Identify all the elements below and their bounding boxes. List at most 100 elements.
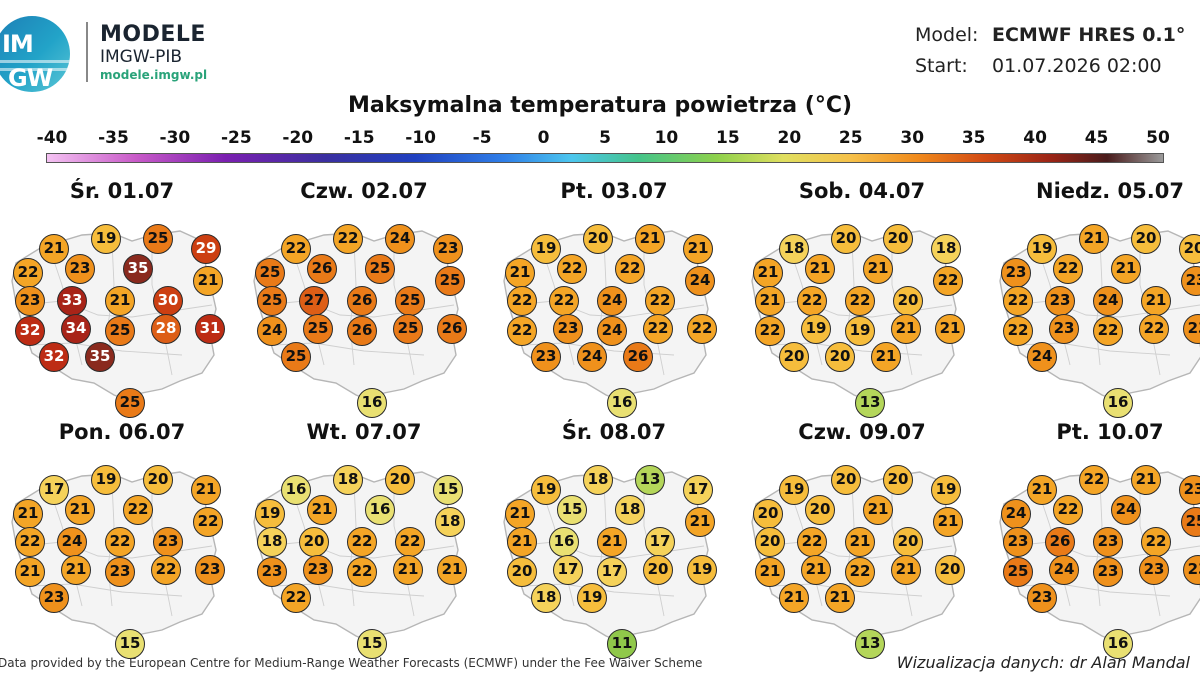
scale-tick-label: 50 [1146,128,1170,148]
temperature-marker: 20 [893,286,923,316]
temperature-marker: 22 [105,527,135,557]
temperature-marker: 23 [1045,286,1075,316]
temperature-marker: 26 [623,342,653,372]
temperature-marker: 13 [855,629,885,659]
temperature-marker: 11 [607,629,637,659]
day-title: Pt. 10.07 [1056,420,1164,444]
temperature-marker: 24 [1093,286,1123,316]
temperature-marker: 21 [15,557,45,587]
temperature-marker: 22 [755,316,785,346]
temperature-marker: 21 [685,507,715,537]
temperature-marker: 25 [395,286,425,316]
scale-tick-label: -20 [282,128,314,148]
temperature-marker: 17 [597,557,627,587]
temperature-marker: 19 [531,234,561,264]
temperature-marker: 24 [1049,555,1079,585]
temperature-marker: 20 [805,495,835,525]
day-panel: Pt. 10.072122212324222425232623222524232… [990,418,1200,659]
temperature-marker: 23 [15,286,45,316]
temperature-marker: 21 [507,527,537,557]
temperature-marker: 23 [153,527,183,557]
scale-tick-label: 45 [1084,128,1109,148]
temperature-marker: 23 [303,555,333,585]
temperature-marker: 25 [281,342,311,372]
start-label: Start: [915,55,968,77]
temperature-marker: 22 [1139,314,1169,344]
temperature-marker: 22 [1079,465,1109,495]
temperature-marker: 18 [257,527,287,557]
temperature-marker: 26 [347,286,377,316]
temperature-marker: 35 [85,342,115,372]
temperature-marker: 13 [855,388,885,418]
temperature-marker: 24 [385,224,415,254]
temperature-marker: 18 [333,465,363,495]
temperature-marker: 22 [845,557,875,587]
temperature-marker: 21 [805,254,835,284]
temperature-marker: 20 [831,465,861,495]
temperature-marker: 20 [643,555,673,585]
temperature-marker: 24 [577,342,607,372]
temperature-marker: 16 [549,527,579,557]
temperature-marker: 21 [1111,254,1141,284]
temperature-marker: 20 [893,527,923,557]
temperature-marker: 22 [507,316,537,346]
brand-title: MODELE [100,22,206,47]
temperature-marker: 21 [393,555,423,585]
temperature-marker: 19 [845,316,875,346]
temperature-marker: 18 [435,507,465,537]
scale-tick-label: -5 [472,128,492,148]
temperature-marker: 29 [191,234,221,264]
day-panel: Czw. 02.07 22 22 24 23 25 26 25 25 25 27 26 25 24 25 26… [244,177,484,418]
temperature-marker: 22 [933,266,963,296]
temperature-marker: 15 [357,629,387,659]
temperature-marker: 21 [753,258,783,288]
temperature-marker: 24 [257,316,287,346]
temperature-marker: 21 [933,507,963,537]
temperature-marker: 20 [883,224,913,254]
temperature-marker: 19 [931,475,961,505]
day-panel: Niedz. 05.071921202023222123222324212223… [990,177,1200,418]
temperature-marker: 23 [433,234,463,264]
author-credit: Wizualizacja danych: dr Alan Mandal [896,653,1190,672]
temperature-marker: 24 [1111,495,1141,525]
temperature-marker: 25 [1003,557,1033,587]
logo-stripe [0,68,70,71]
temperature-marker: 16 [1103,388,1133,418]
temperature-marker: 34 [61,314,91,344]
day-panel: Czw. 09.07 19 20 20 19 20 20 21 21 20 22 21 20 21 21 22… [742,418,982,659]
temperature-marker: 20 [831,224,861,254]
temperature-marker: 17 [553,555,583,585]
temperature-marker: 22 [347,557,377,587]
imgw-logo: IM GW [0,16,70,92]
temperature-marker: 23 [531,342,561,372]
temperature-marker: 17 [645,527,675,557]
temperature-marker: 19 [577,583,607,613]
temperature-marker: 21 [1079,224,1109,254]
temperature-marker: 23 [1179,475,1200,505]
temperature-marker: 26 [307,254,337,284]
temperature-marker: 21 [845,527,875,557]
temperature-marker: 21 [307,495,337,525]
model-value: ECMWF HRES 0.1° [992,24,1186,46]
temperature-marker: 25 [143,224,173,254]
temperature-marker: 24 [597,286,627,316]
temperature-marker: 23 [1001,258,1031,288]
brand-url-link[interactable]: modele.imgw.pl [100,68,208,82]
temperature-marker: 25 [365,254,395,284]
scale-tick-label: -40 [36,128,68,148]
logo-stripe [0,60,70,63]
temperature-marker: 20 [753,499,783,529]
temperature-marker: 17 [683,475,713,505]
temperature-marker: 20 [779,342,809,372]
temperature-marker: 23 [39,583,69,613]
day-panel: Sob. 04.07 18 20 20 18 21 21 21 22 21 22 22 20 22 19 19… [742,177,982,418]
scale-tick-label: 30 [900,128,925,148]
day-panel: Pon. 06.07 17 19 20 21 21 21 22 22 22 24 22 23 21 21 23… [2,418,242,659]
scale-tick-label: -25 [220,128,252,148]
temperature-marker: 24 [685,266,715,296]
temperature-marker: 22 [1053,254,1083,284]
start-value: 01.07.2026 02:00 [992,55,1162,77]
scale-tick-label: -15 [343,128,375,148]
data-credit: Data provided by the European Centre for… [0,656,703,670]
temperature-marker: 21 [891,314,921,344]
